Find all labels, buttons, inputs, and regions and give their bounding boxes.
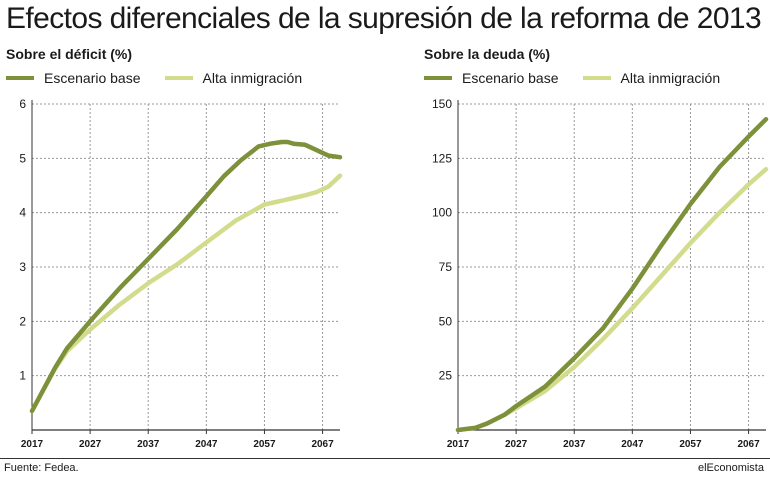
debt-ytick-label: 100 (432, 206, 452, 220)
legend-label-base: Escenario base (44, 70, 141, 86)
legend-swatch-base (6, 76, 34, 80)
deficit-ytick-label: 1 (19, 369, 26, 383)
legend-label-alta: Alta inmigración (620, 70, 721, 86)
footer-divider (0, 458, 770, 459)
deficit-xtick-label: 2067 (311, 439, 334, 450)
deficit-xtick-label: 2047 (195, 439, 218, 450)
deficit-ytick-label: 6 (19, 97, 26, 111)
chart-title: Efectos diferenciales de la supresión de… (6, 2, 762, 35)
source-note: Fuente: Fedea. (4, 462, 79, 474)
debt-ytick-label: 150 (432, 97, 452, 111)
debt-series-line-base (455, 116, 769, 433)
brand-logo: elEconomista (697, 462, 764, 474)
debt-ytick-label: 75 (439, 260, 453, 274)
legend-label-alta: Alta inmigración (202, 70, 303, 86)
debt-ytick-label: 25 (439, 369, 453, 383)
debt-series-line-alta (455, 166, 769, 433)
debt-xtick-label: 2017 (447, 439, 470, 450)
debt-xtick-label: 2067 (737, 439, 760, 450)
legend-swatch-alta (164, 76, 193, 80)
deficit-chart-subtitle: Sobre el déficit (%) (6, 46, 133, 62)
deficit-legend: Escenario base Alta inmigración (6, 70, 326, 86)
deficit-xtick-label: 2017 (21, 439, 44, 450)
deficit-ytick-label: 3 (19, 260, 26, 274)
deficit-ytick-label: 5 (19, 151, 26, 165)
debt-ytick-label: 125 (432, 151, 452, 165)
debt-xtick-label: 2037 (563, 439, 586, 450)
debt-xtick-label: 2027 (505, 439, 528, 450)
deficit-xtick-label: 2027 (79, 439, 102, 450)
legend-swatch-base (424, 76, 452, 80)
debt-xtick-label: 2057 (679, 439, 702, 450)
debt-chart-subtitle: Sobre la deuda (%) (424, 46, 551, 62)
debt-ytick-label: 50 (439, 314, 453, 328)
debt-legend: Escenario base Alta inmigración (424, 70, 744, 86)
deficit-xtick-label: 2057 (253, 439, 276, 450)
deficit-ytick-label: 4 (19, 206, 26, 220)
deficit-series-line-base (29, 139, 343, 414)
deficit-xtick-label: 2037 (137, 439, 160, 450)
legend-swatch-alta (582, 76, 611, 80)
legend-label-base: Escenario base (462, 70, 559, 86)
debt-xtick-label: 2047 (621, 439, 644, 450)
deficit-ytick-label: 2 (19, 314, 26, 328)
